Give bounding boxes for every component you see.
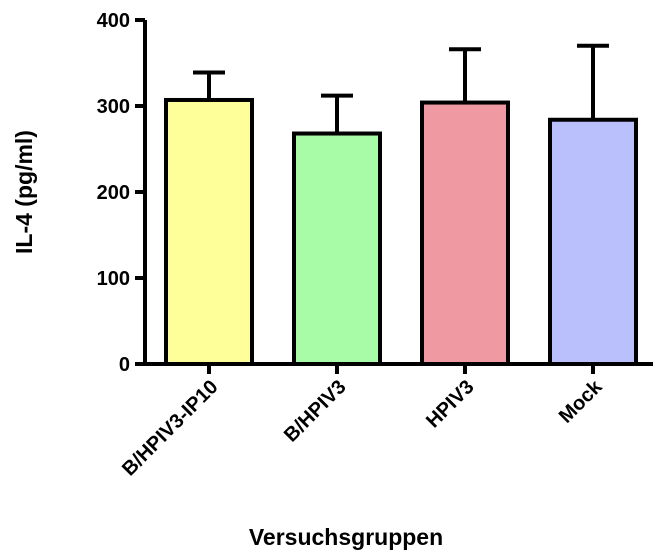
x-axis-title: Versuchsgruppen: [249, 524, 443, 550]
y-tick-label: 300: [97, 96, 130, 118]
y-ticks: 0 100 200 300 400: [97, 10, 145, 376]
x-ticks: B/HPIV3-IP10 B/HPIV3 HPIV3 Mock: [118, 364, 607, 480]
y-axis-title: IL-4 (pg/ml): [11, 130, 37, 254]
y-tick-label: 200: [97, 182, 130, 204]
bar: [292, 131, 382, 366]
x-tick-label: Mock: [555, 375, 607, 427]
y-tick-label: 100: [97, 268, 130, 290]
x-tick-label: B/HPIV3: [280, 376, 351, 447]
y-tick-label: 0: [119, 354, 130, 376]
x-tick-label: B/HPIV3-IP10: [118, 376, 222, 480]
bar: [164, 97, 254, 366]
bar: [420, 100, 510, 366]
bars-layer: [164, 97, 638, 367]
y-tick-label: 400: [97, 10, 130, 32]
bar: [548, 117, 638, 367]
x-tick-label: HPIV3: [422, 376, 478, 432]
error-bars-layer: [193, 43, 609, 134]
